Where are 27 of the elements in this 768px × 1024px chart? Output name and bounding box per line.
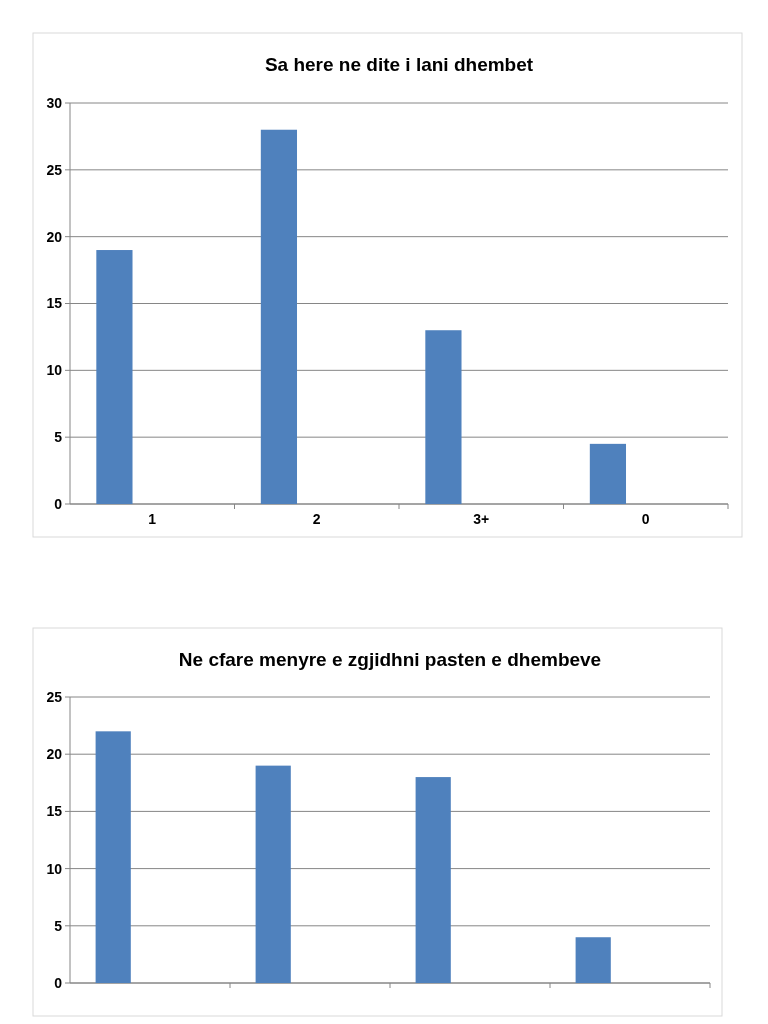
bar — [96, 250, 133, 504]
y-tick-label: 5 — [54, 429, 63, 446]
y-tick-label: 20 — [46, 228, 63, 245]
bar — [95, 731, 131, 983]
y-tick-label: 10 — [46, 860, 63, 877]
x-tick-label: 3+ — [473, 511, 490, 527]
bar — [589, 443, 627, 504]
y-tick-label: 25 — [46, 688, 63, 705]
bar — [255, 765, 291, 983]
bar — [425, 330, 462, 504]
y-tick-label: 20 — [46, 746, 63, 763]
x-tick-label: 2 — [312, 511, 321, 527]
y-tick-label: 30 — [46, 94, 63, 111]
chart-title: Sa here ne dite i lani dhembet — [264, 54, 534, 75]
y-tick-label: 15 — [46, 295, 63, 312]
y-tick-label: 25 — [46, 161, 63, 178]
bar — [415, 777, 451, 983]
x-tick-label: 1 — [148, 511, 157, 527]
y-tick-label: 10 — [46, 362, 63, 379]
y-tick-label: 15 — [46, 803, 63, 820]
y-tick-label: 0 — [54, 974, 63, 991]
bar — [575, 937, 611, 983]
chart-title: Ne cfare menyre e zgjidhni pasten e dhembeve — [178, 649, 602, 670]
y-tick-label: 0 — [54, 495, 63, 512]
x-tick-label: 0 — [641, 511, 650, 527]
bar — [260, 129, 298, 504]
y-tick-label: 5 — [54, 917, 63, 934]
